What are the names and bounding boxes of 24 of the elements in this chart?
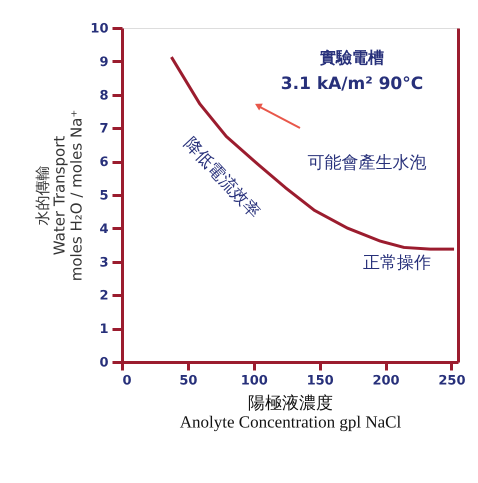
y-tick-label: 7 <box>99 122 108 137</box>
x-axis-title: 陽極液濃度 Anolyte Concentration gpl NaCl <box>180 394 402 432</box>
y-tick-label: 10 <box>90 22 108 36</box>
y-axis-title: 水的傳輸 Water Transport moles H₂O / moles Na⁺ <box>33 110 86 282</box>
y-tick-label: 2 <box>99 288 108 304</box>
y-tick-label: 0 <box>99 356 108 370</box>
y-tick-label: 8 <box>99 88 108 104</box>
y-tick-label: 3 <box>99 255 108 270</box>
annotation: 正常操作 <box>363 253 431 272</box>
annotation: 3.1 kA/m² 90°C <box>280 74 424 94</box>
x-tick-label: 100 <box>240 374 268 388</box>
annotation: 降低電流效率 <box>180 134 264 222</box>
annotation: 可能會產生水泡 <box>308 153 426 172</box>
x-tick-label: 200 <box>372 374 400 388</box>
x-tick-label: 250 <box>438 374 466 388</box>
y-tick-label: 6 <box>99 155 108 170</box>
x-tick-label: 150 <box>306 374 334 388</box>
x-tick-label: 50 <box>179 374 198 388</box>
y-tick-label: 5 <box>99 188 108 204</box>
y-tick-label: 1 <box>99 322 108 338</box>
y-tick-label: 9 <box>99 54 108 70</box>
x-tick-label: 0 <box>122 374 132 388</box>
annotation: 實驗電槽 <box>320 49 384 67</box>
y-tick-label: 4 <box>99 222 108 237</box>
